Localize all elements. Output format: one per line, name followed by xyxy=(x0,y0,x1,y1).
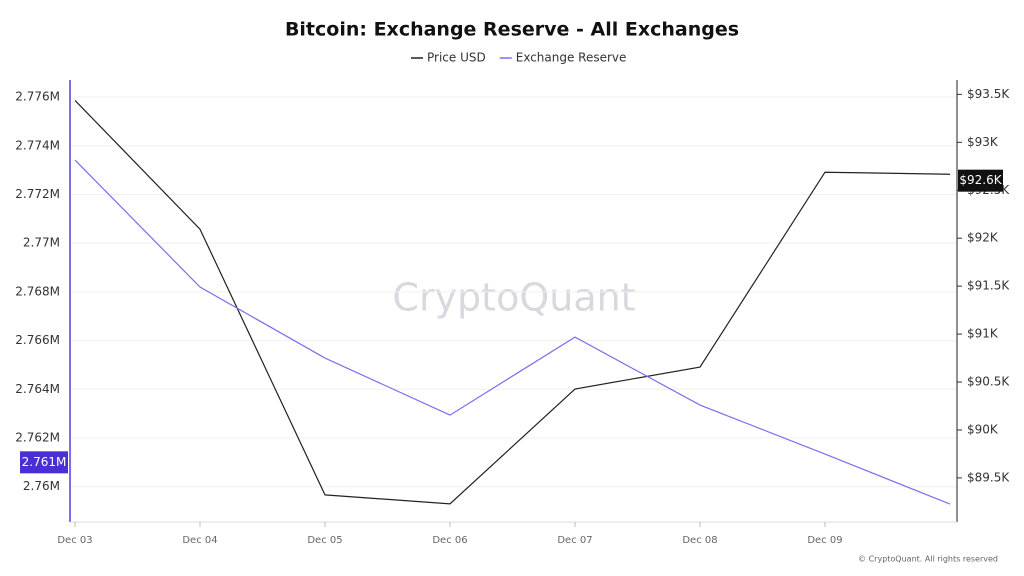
y-tick-label: 2.776M xyxy=(15,90,60,104)
y-tick-label: 2.762M xyxy=(15,430,60,444)
series-line xyxy=(74,159,951,505)
footer: © CryptoQuant. All rights reserved xyxy=(858,555,998,564)
x-tick-label: Dec 04 xyxy=(182,535,217,546)
y-tick-label: 2.766M xyxy=(15,333,60,347)
y2-tick-label: $91.5K xyxy=(967,279,1010,293)
y2-tick-label: $93K xyxy=(967,135,999,149)
value-tag-label: 2.761M xyxy=(22,455,67,469)
y-tick-label: 2.76M xyxy=(23,479,60,493)
y2-tick-label: $90K xyxy=(967,422,999,436)
chart-title: Bitcoin: Exchange Reserve - All Exchange… xyxy=(285,19,739,41)
x-tick-label: Dec 07 xyxy=(557,535,592,546)
x-tick-label: Dec 05 xyxy=(307,535,342,546)
legend-label: Price USD xyxy=(427,51,486,65)
y-tick-label: 2.764M xyxy=(15,382,60,396)
y2-tick-label: $89.5K xyxy=(967,470,1010,484)
y-tick-label: 2.768M xyxy=(15,284,60,298)
y2-tick-label: $92K xyxy=(967,231,999,245)
y2-tick-label: $90.5K xyxy=(967,375,1010,389)
legend-label: Exchange Reserve xyxy=(516,51,627,65)
watermark: CryptoQuant xyxy=(392,276,635,320)
x-tick-label: Dec 03 xyxy=(57,535,92,546)
y-tick-label: 2.774M xyxy=(15,138,60,152)
series-line xyxy=(74,100,951,505)
value-tag-label: $92.6K xyxy=(959,173,1002,187)
y2-tick-label: $93.5K xyxy=(967,87,1010,101)
y2-tick-label: $91K xyxy=(967,327,999,341)
x-tick-label: Dec 06 xyxy=(432,535,467,546)
y-tick-label: 2.77M xyxy=(23,236,60,250)
value-tag xyxy=(958,169,1003,192)
value-tag xyxy=(20,451,68,474)
y-tick-label: 2.772M xyxy=(15,187,60,201)
x-tick-label: Dec 09 xyxy=(807,535,842,546)
x-tick-label: Dec 08 xyxy=(682,535,717,546)
